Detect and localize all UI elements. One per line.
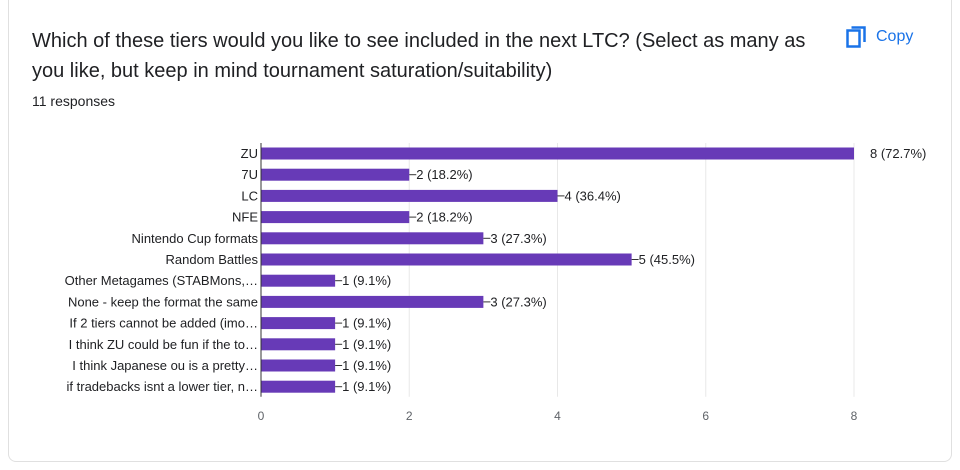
data-label: 8 (72.7%) [870, 146, 926, 161]
x-tick-label: 0 [258, 409, 265, 423]
x-tick-label: 8 [851, 409, 858, 423]
category-label: I think Japanese ou is a pretty… [72, 358, 258, 373]
copy-icon [846, 26, 866, 48]
bar [261, 317, 336, 330]
category-label: I think ZU could be fun if the to… [69, 337, 258, 352]
response-count: 11 responses [32, 93, 116, 109]
category-label: if tradebacks isnt a lower tier, n… [67, 379, 258, 394]
bar [261, 359, 336, 372]
category-label: NFE [232, 210, 258, 225]
category-label: Other Metagames (STABMons,… [65, 273, 258, 288]
bar [261, 232, 484, 245]
x-tick-label: 4 [554, 409, 561, 423]
question-title: Which of these tiers would you like to s… [32, 30, 806, 82]
data-label: 2 (18.2%) [416, 210, 472, 225]
category-label: ZU [241, 146, 258, 161]
bar [261, 147, 854, 160]
data-label: 2 (18.2%) [416, 167, 472, 182]
category-label: 7U [241, 167, 258, 182]
category-label: If 2 tiers cannot be added (imo… [69, 316, 258, 331]
data-label: 1 (9.1%) [342, 379, 391, 394]
data-label: 4 (36.4%) [565, 188, 621, 203]
data-label: 3 (27.3%) [490, 294, 546, 309]
copy-label: Copy [876, 28, 914, 45]
category-label: LC [241, 188, 258, 203]
bar [261, 380, 336, 393]
x-tick-label: 6 [702, 409, 709, 423]
data-label: 3 (27.3%) [490, 231, 546, 246]
bar [261, 338, 336, 351]
bar [261, 168, 410, 181]
x-tick-label: 2 [406, 409, 413, 423]
bar [261, 211, 410, 224]
data-label: 1 (9.1%) [342, 358, 391, 373]
data-label: 1 (9.1%) [342, 273, 391, 288]
bar [261, 253, 632, 266]
category-label: None - keep the format the same [68, 294, 258, 309]
data-label: 1 (9.1%) [342, 316, 391, 331]
bar [261, 295, 484, 308]
bar [261, 189, 558, 202]
category-label: Random Battles [166, 252, 259, 267]
category-label: Nintendo Cup formats [132, 231, 259, 246]
data-label: 1 (9.1%) [342, 337, 391, 352]
copy-button[interactable]: Copy [846, 23, 913, 51]
question-card [8, 0, 952, 462]
data-label: 5 (45.5%) [639, 252, 695, 267]
bar [261, 274, 336, 287]
